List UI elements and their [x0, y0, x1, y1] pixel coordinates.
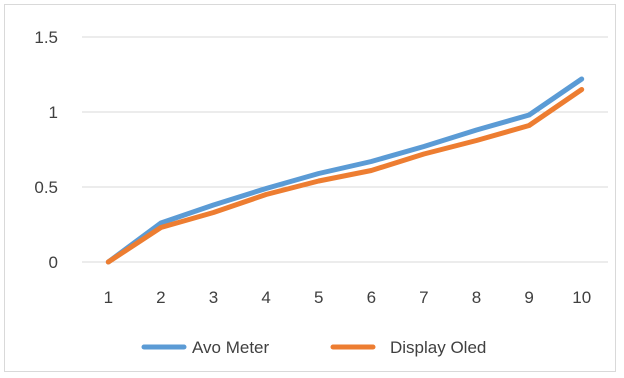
y-tick-label: 1 — [49, 103, 58, 122]
x-tick-label: 10 — [572, 288, 591, 307]
y-tick-label: 0.5 — [34, 178, 58, 197]
x-tick-label: 4 — [261, 288, 270, 307]
series-line-avo-meter — [105, 76, 585, 265]
x-tick-label: 3 — [209, 288, 218, 307]
x-tick-label: 5 — [314, 288, 323, 307]
x-tick-label: 7 — [419, 288, 428, 307]
x-tick-label: 8 — [472, 288, 481, 307]
y-axis-tick-labels: 0 0.5 1 1.5 — [34, 28, 58, 272]
x-axis-tick-labels: 1 2 3 4 5 6 7 8 9 10 — [104, 288, 592, 307]
y-tick-label: 0 — [49, 253, 58, 272]
chart-frame — [4, 4, 616, 372]
legend-label: Display Oled — [390, 338, 486, 357]
y-tick-label: 1.5 — [34, 28, 58, 47]
x-tick-label: 6 — [367, 288, 376, 307]
gridlines — [82, 36, 608, 263]
legend-label: Avo Meter — [192, 338, 270, 357]
x-tick-label: 9 — [524, 288, 533, 307]
x-tick-label: 2 — [156, 288, 165, 307]
series-line-display-oled — [105, 87, 585, 265]
legend: Avo Meter Display Oled — [141, 338, 486, 357]
x-tick-label: 1 — [104, 288, 113, 307]
series-lines — [105, 76, 585, 265]
